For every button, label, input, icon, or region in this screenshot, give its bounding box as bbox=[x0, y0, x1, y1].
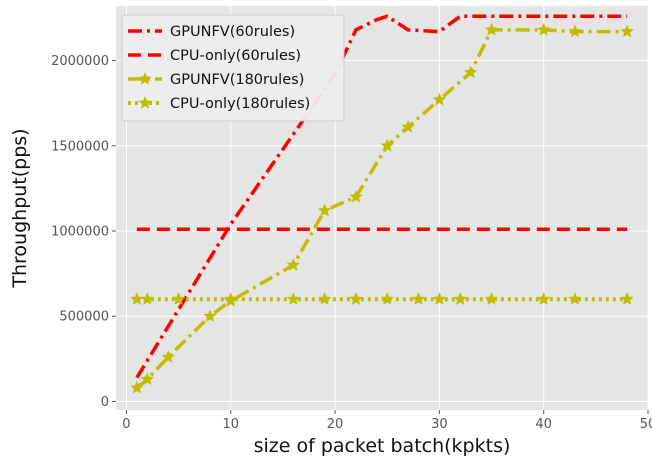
tick-labels: 0 10 20 30 40 50 0 500000 1000000 1500000 2000000 bbox=[51, 54, 652, 432]
data-point bbox=[286, 292, 301, 305]
y-tick-label: 0 bbox=[101, 395, 109, 410]
series-line bbox=[135, 14, 628, 379]
data-point bbox=[140, 372, 154, 386]
legend-item: CPU-only(60rules) bbox=[128, 48, 301, 64]
data-point bbox=[568, 292, 582, 305]
data-point bbox=[432, 92, 447, 106]
data-point bbox=[620, 24, 634, 38]
legend-item: GPUNFV(180rules) bbox=[128, 71, 304, 88]
series-group bbox=[130, 14, 634, 394]
data-point bbox=[380, 292, 394, 305]
data-point bbox=[349, 292, 363, 305]
data-point bbox=[401, 119, 415, 133]
data-point bbox=[568, 24, 582, 38]
legend-label: GPUNFV(60rules) bbox=[170, 24, 295, 40]
x-tick-label: 0 bbox=[122, 417, 130, 432]
data-point bbox=[463, 65, 478, 79]
data-point bbox=[317, 203, 332, 217]
legend: GPUNFV(60rules) CPU-only(60rules) GPUNFV(1… bbox=[121, 14, 345, 122]
data-point bbox=[286, 258, 301, 271]
series-2 bbox=[130, 22, 634, 394]
data-point bbox=[171, 292, 186, 305]
y-tick-label: 500000 bbox=[59, 310, 109, 325]
legend-item: GPUNFV(60rules) bbox=[128, 24, 295, 40]
data-point bbox=[536, 22, 551, 36]
legend-item: CPU-only(180rules) bbox=[128, 95, 310, 112]
legend-box bbox=[121, 14, 345, 122]
data-point bbox=[432, 292, 447, 305]
data-point bbox=[536, 292, 551, 305]
series-line bbox=[135, 28, 628, 390]
y-tick-label: 1500000 bbox=[51, 139, 109, 154]
data-point bbox=[130, 380, 144, 394]
legend-label: GPUNFV(180rules) bbox=[170, 72, 304, 88]
data-point bbox=[349, 189, 363, 203]
x-tick-label: 20 bbox=[327, 417, 344, 432]
series-3 bbox=[130, 292, 634, 305]
series-0 bbox=[135, 14, 628, 379]
legend-marker bbox=[138, 71, 152, 85]
x-tick-label: 30 bbox=[431, 417, 448, 432]
x-tick-label: 40 bbox=[535, 417, 552, 432]
legend-label: CPU-only(180rules) bbox=[170, 96, 310, 112]
legend-marker bbox=[138, 95, 152, 109]
data-point bbox=[620, 292, 634, 305]
data-point bbox=[484, 292, 499, 305]
data-point bbox=[380, 138, 394, 152]
y-tick-label: 1000000 bbox=[51, 225, 109, 240]
data-point bbox=[224, 292, 238, 305]
x-tick-label: 50 bbox=[640, 417, 652, 432]
data-point bbox=[161, 350, 175, 363]
y-axis-label: Throughput(pps) bbox=[9, 128, 31, 288]
x-axis-label: size of packet batch(kpkts) bbox=[254, 435, 511, 457]
data-point bbox=[453, 292, 467, 305]
data-point bbox=[411, 292, 426, 305]
data-point bbox=[203, 309, 217, 322]
data-point bbox=[140, 292, 154, 305]
data-point bbox=[317, 292, 332, 305]
legend-label: CPU-only(60rules) bbox=[170, 48, 301, 64]
y-tick-label: 2000000 bbox=[51, 54, 109, 69]
x-tick-label: 10 bbox=[222, 417, 239, 432]
data-point bbox=[484, 22, 499, 36]
